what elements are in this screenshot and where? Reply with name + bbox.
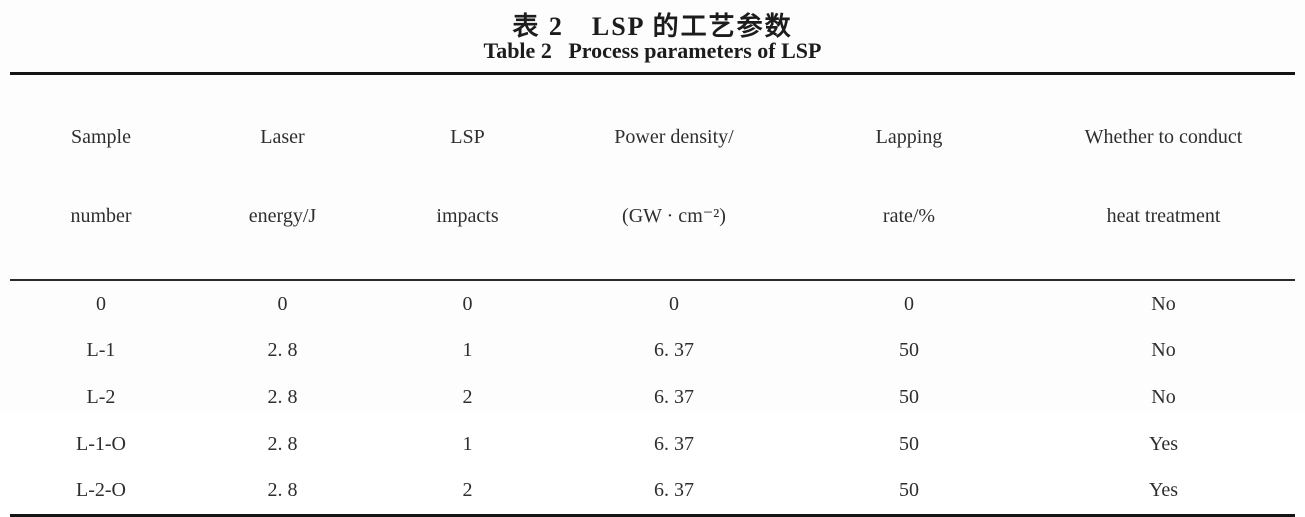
header-line: rate/% bbox=[882, 205, 936, 227]
table-title-chinese: 表 2 LSP 的工艺参数 bbox=[512, 12, 793, 41]
header-line: Lapping bbox=[875, 126, 943, 148]
column-header-heat-treatment: Whether to conduct heat treatment bbox=[1032, 74, 1295, 281]
header-line: energy/J bbox=[248, 205, 317, 227]
table-cell: 0 bbox=[669, 292, 679, 315]
table-cell: No bbox=[1151, 386, 1176, 408]
header-line: Sample bbox=[71, 126, 131, 148]
header-line: (GW · cm⁻²) bbox=[622, 205, 726, 227]
table-row: L-1 2. 8 1 6. 37 50 No bbox=[10, 327, 1295, 374]
table-row: L-2 2. 8 2 6. 37 50 No bbox=[10, 374, 1295, 421]
column-header-lsp-impacts: LSP impacts bbox=[373, 74, 562, 281]
table-cell: 6. 37 bbox=[654, 339, 694, 361]
table-cell: 0 bbox=[462, 292, 473, 315]
table-cell: 1 bbox=[462, 433, 473, 455]
table-row: L-1-O 2. 8 1 6. 37 50 Yes bbox=[10, 421, 1295, 468]
table-cell: No bbox=[1151, 339, 1176, 361]
table-cell: 6. 37 bbox=[654, 433, 694, 455]
table-cell: Yes bbox=[1148, 479, 1179, 502]
table-cell: No bbox=[1151, 292, 1176, 315]
header-line: impacts bbox=[436, 205, 499, 227]
table-cell: 0 bbox=[96, 292, 106, 315]
table-cell: 2 bbox=[462, 479, 473, 502]
column-header-power-density: Power density/ (GW · cm⁻²) bbox=[562, 74, 786, 281]
table-cell: L-2-O bbox=[76, 479, 126, 502]
header-line: Whether to conduct bbox=[1084, 126, 1243, 148]
table-cell: 2. 8 bbox=[267, 479, 298, 502]
table-title-english: Table 2 Process parameters of LSP bbox=[483, 38, 822, 63]
column-header-sample-number: Sample number bbox=[10, 74, 192, 281]
table-cell: 0 bbox=[904, 292, 914, 315]
table-cell: L-1-O bbox=[76, 433, 126, 455]
header-line: LSP bbox=[450, 126, 485, 148]
table-cell: 50 bbox=[899, 386, 919, 408]
table-cell: 1 bbox=[462, 339, 473, 361]
table-row: 0 0 0 0 0 No bbox=[10, 280, 1295, 327]
table-cell: 0 bbox=[277, 292, 288, 315]
header-line: heat treatment bbox=[1106, 205, 1221, 227]
table-cell: L-1 bbox=[86, 339, 116, 361]
column-header-laser-energy: Laser energy/J bbox=[192, 74, 373, 281]
header-line: number bbox=[70, 205, 132, 227]
table-cell: 2. 8 bbox=[267, 339, 298, 361]
paper-table-figure: 表 2 LSP 的工艺参数 Table 2 Process parameters… bbox=[10, 12, 1295, 517]
table-cell: L-2 bbox=[86, 386, 116, 408]
table-cell: 50 bbox=[899, 339, 919, 361]
table-cell: 2. 8 bbox=[267, 386, 298, 408]
table-cell: 6. 37 bbox=[654, 386, 694, 408]
header-line: Laser bbox=[260, 126, 305, 148]
header-line: Power density/ bbox=[614, 126, 734, 148]
table-cell: 6. 37 bbox=[654, 479, 694, 502]
table-cell: 2. 8 bbox=[267, 433, 298, 455]
table-cell: 50 bbox=[899, 433, 919, 455]
process-parameters-table: Sample number Laser energy/J LSP impacts… bbox=[10, 72, 1295, 517]
table-cell: Yes bbox=[1148, 433, 1179, 455]
column-header-lapping-rate: Lapping rate/% bbox=[786, 74, 1032, 281]
header-row: Sample number Laser energy/J LSP impacts… bbox=[10, 74, 1295, 281]
table-cell: 2 bbox=[462, 386, 473, 408]
table-cell: 50 bbox=[899, 479, 919, 502]
table-row: L-2-O 2. 8 2 6. 37 50 Yes bbox=[10, 468, 1295, 515]
